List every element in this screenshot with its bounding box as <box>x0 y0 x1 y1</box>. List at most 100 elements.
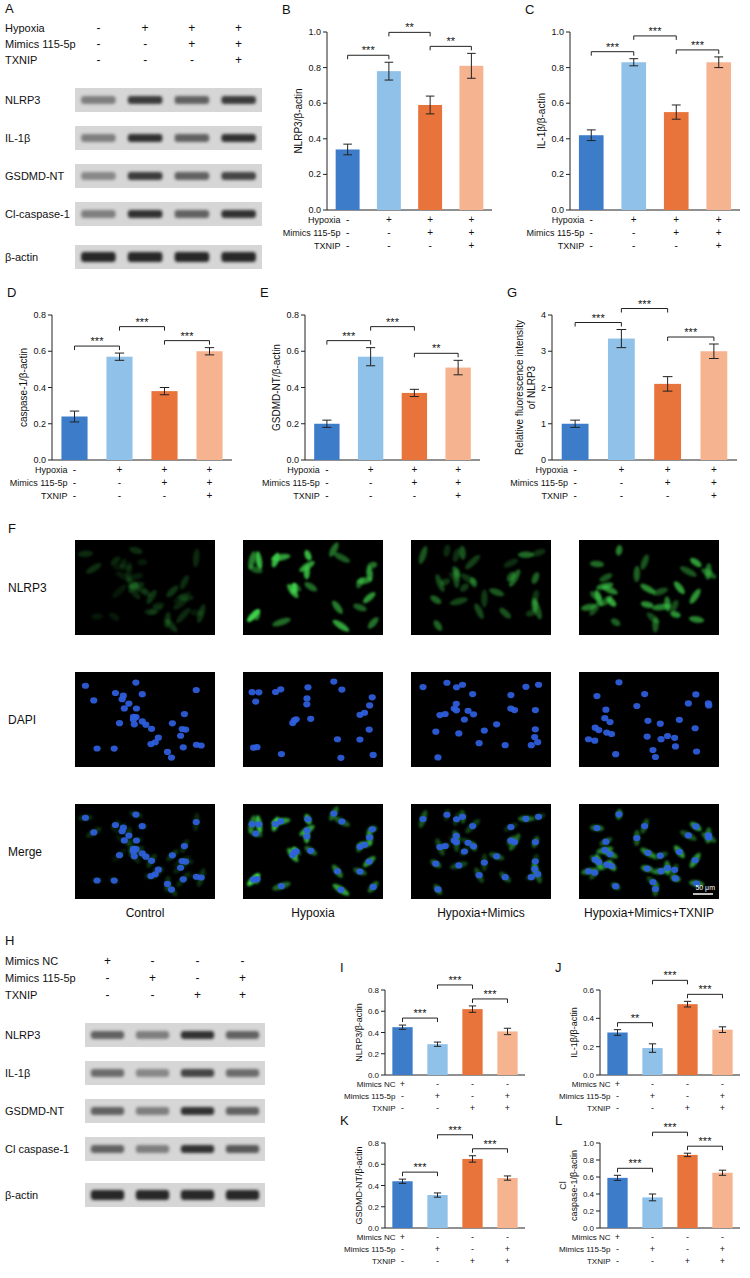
error-cap <box>426 113 435 114</box>
nucleus <box>278 883 285 889</box>
y-tick <box>548 460 552 461</box>
nucleus <box>366 834 373 840</box>
condition-sign: + <box>386 214 392 225</box>
condition-sign: - <box>632 240 635 251</box>
y-tick-label: 0.2 <box>308 169 321 179</box>
error-cap <box>719 1032 726 1033</box>
nucleus <box>152 871 159 877</box>
nucleus <box>453 839 460 845</box>
condition-sign: + <box>239 971 246 985</box>
error-cap <box>469 1012 476 1013</box>
cell-signal <box>439 577 451 587</box>
error-stem <box>326 420 327 427</box>
fluorescence-panel: FNLRP3DAPIMergeControlHypoxiaHypoxia+Mim… <box>8 521 719 920</box>
nucleus <box>705 832 712 838</box>
nucleus <box>644 850 651 856</box>
nucleus <box>705 700 712 706</box>
micrograph <box>411 540 551 635</box>
error-stem <box>472 1006 473 1012</box>
error-cap <box>322 420 331 421</box>
condition-sign: + <box>673 214 679 225</box>
nucleus <box>307 716 314 722</box>
image-ground <box>243 804 383 899</box>
cell-signal <box>192 812 200 831</box>
cell-signal <box>361 590 377 605</box>
significance-label: *** <box>664 1121 678 1133</box>
nucleus <box>164 749 171 755</box>
bar <box>377 71 401 210</box>
y-tick-label: 0.2 <box>286 419 299 429</box>
nucleus <box>453 684 460 690</box>
nucleus <box>164 881 171 887</box>
y-tick-label: 0.8 <box>368 986 380 995</box>
cell-signal <box>672 580 687 596</box>
bar <box>712 1030 732 1075</box>
y-axis <box>327 32 328 210</box>
error-cap <box>672 104 681 105</box>
condition-name: Mimics NC <box>572 1233 611 1242</box>
nucleus <box>595 727 602 733</box>
y-tick-label: 0.0 <box>308 205 321 215</box>
error-cap <box>160 387 169 388</box>
nucleus <box>641 691 648 697</box>
bar <box>402 393 427 460</box>
bar-chart: G01234Relative fluorescence intensityof … <box>507 285 737 501</box>
condition-sign: + <box>400 1232 405 1242</box>
marks <box>392 1156 517 1228</box>
condition-sign: + <box>711 477 717 488</box>
condition-sign: + <box>142 21 149 35</box>
nucleus <box>303 827 310 833</box>
bar <box>712 1173 732 1228</box>
micrograph <box>75 540 215 635</box>
condition-sign: + <box>368 464 374 475</box>
condition-sign: - <box>632 227 635 238</box>
condition-sign: - <box>616 1244 619 1254</box>
y-tick <box>548 315 552 316</box>
error-bar <box>587 130 596 141</box>
nucleus <box>442 843 449 849</box>
blot-band <box>221 172 256 180</box>
blot-strip <box>75 164 262 188</box>
cell-signal <box>443 808 452 821</box>
condition-sign: - <box>196 954 200 968</box>
panel-letter: E <box>260 285 269 300</box>
cell-signal <box>639 817 651 835</box>
y-tick <box>596 1194 600 1195</box>
blot-band <box>81 172 116 180</box>
condition-sign: - <box>346 227 349 238</box>
cell-signal <box>449 596 469 607</box>
bar <box>427 1195 447 1228</box>
nucleus <box>593 693 600 699</box>
error-stem <box>414 389 415 396</box>
error-bar <box>469 1006 476 1012</box>
cell-signal <box>178 574 190 591</box>
error-stem <box>652 1044 653 1053</box>
cell-signal <box>481 854 488 872</box>
cell-signal <box>171 596 189 612</box>
blot-band <box>181 1145 214 1153</box>
y-axis-title: Relative fluorescence intensityof NLRP3 <box>514 320 537 455</box>
panel-letter: G <box>507 285 517 300</box>
blot-band <box>181 1107 214 1115</box>
cell-signal <box>303 813 313 826</box>
y-tick <box>48 460 52 461</box>
condition-sign: - <box>686 1244 689 1254</box>
nucleus <box>139 691 146 697</box>
panel-letter: J <box>555 960 562 975</box>
blot-band <box>128 134 163 142</box>
cell-signal <box>126 583 142 601</box>
nucleus <box>591 738 598 744</box>
blot-band <box>226 1069 259 1077</box>
error-bar <box>504 1028 511 1034</box>
condition-sign: + <box>470 1256 475 1266</box>
condition-sign: + <box>505 1091 510 1101</box>
bar <box>642 1048 662 1075</box>
error-stem <box>621 330 622 348</box>
y-tick <box>596 1160 600 1161</box>
y-axis <box>600 990 601 1075</box>
significance-label: ** <box>446 35 455 47</box>
blot-row-label: β-actin <box>5 251 38 263</box>
cell-signal <box>254 551 263 570</box>
y-tick <box>596 1143 600 1144</box>
nucleus <box>585 736 592 742</box>
